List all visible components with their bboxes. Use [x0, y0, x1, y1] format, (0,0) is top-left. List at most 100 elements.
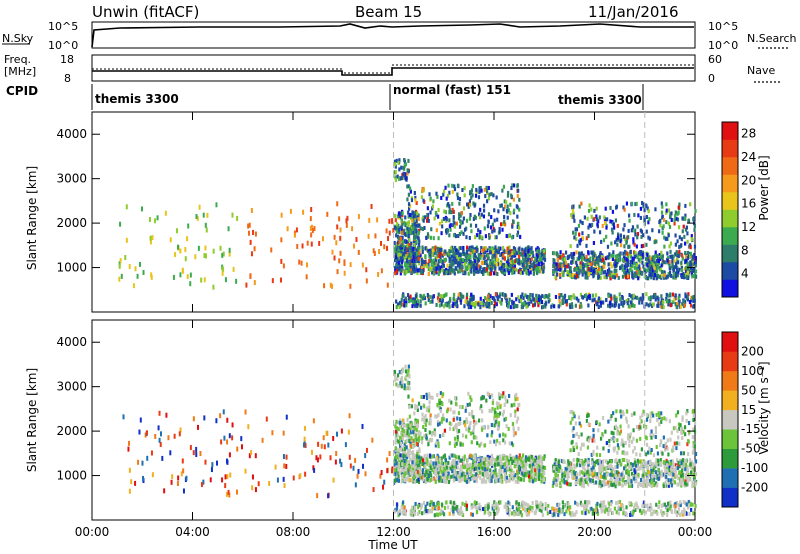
- echo-point: [509, 469, 512, 474]
- echo-point: [693, 298, 696, 303]
- echo-point: [471, 475, 474, 480]
- echo-point: [528, 250, 532, 255]
- echo-point: [228, 251, 231, 257]
- echo-point: [544, 304, 547, 309]
- echo-point: [598, 230, 602, 235]
- echo-point: [470, 267, 473, 272]
- echo-point: [650, 275, 653, 280]
- echo-point: [426, 468, 429, 473]
- echo-point: [447, 269, 450, 274]
- echo-point: [403, 251, 406, 256]
- echo-point: [601, 267, 604, 272]
- echo-point: [396, 240, 400, 245]
- echo-point: [175, 228, 178, 234]
- echo-point: [416, 271, 419, 276]
- echo-point: [439, 265, 442, 270]
- echo-point: [472, 216, 475, 221]
- echo-point: [485, 297, 488, 302]
- echo-point: [459, 258, 462, 263]
- echo-point: [684, 463, 688, 468]
- echo-point: [675, 262, 678, 267]
- echo-point: [406, 251, 409, 256]
- echo-point: [599, 303, 602, 308]
- echo-point: [614, 261, 617, 266]
- echo-point: [336, 201, 339, 207]
- echo-point: [386, 468, 389, 474]
- echo-point: [489, 225, 493, 230]
- echo-point: [517, 295, 520, 300]
- echo-point: [587, 266, 590, 271]
- echo-point: [469, 453, 472, 458]
- echo-point: [421, 250, 424, 255]
- echo-point: [602, 270, 605, 275]
- echo-point: [402, 455, 405, 460]
- echo-point: [652, 272, 655, 277]
- echo-point: [503, 293, 506, 298]
- echo-point: [445, 196, 448, 201]
- echo-point: [182, 488, 185, 494]
- echo-point: [602, 474, 605, 479]
- echo-point: [445, 479, 448, 484]
- echo-point: [440, 231, 443, 236]
- echo-point: [601, 480, 604, 485]
- echo-point: [554, 294, 558, 299]
- echo-point: [640, 463, 643, 468]
- echo-point: [156, 215, 159, 221]
- echo-point: [271, 430, 274, 436]
- echo-point: [558, 468, 561, 473]
- echo-point: [535, 247, 538, 252]
- echo-point: [334, 459, 337, 465]
- echo-point: [495, 195, 498, 200]
- echo-point: [551, 512, 554, 517]
- echo-point: [452, 209, 455, 214]
- echo-point: [513, 473, 517, 478]
- echo-point: [656, 265, 659, 270]
- echo-point: [336, 224, 339, 230]
- echo-point: [690, 298, 693, 303]
- echo-point: [505, 263, 508, 268]
- echo-point: [652, 462, 655, 467]
- echo-point: [244, 468, 247, 474]
- echo-point: [222, 251, 225, 257]
- echo-point: [247, 424, 250, 430]
- echo-point: [642, 484, 646, 489]
- echo-point: [671, 481, 674, 486]
- echo-point: [665, 210, 668, 215]
- echo-point: [409, 457, 412, 462]
- echo-point: [397, 225, 400, 230]
- echo-point: [169, 237, 172, 243]
- echo-point: [496, 271, 499, 276]
- echo-point: [433, 260, 436, 265]
- echo-point: [467, 263, 470, 268]
- echo-point: [622, 227, 625, 232]
- echo-point: [677, 270, 680, 275]
- echo-point: [232, 266, 235, 272]
- echo-point: [483, 187, 486, 192]
- echo-point: [560, 293, 563, 298]
- echo-point: [537, 294, 540, 299]
- echo-point: [676, 239, 679, 244]
- echo-point: [484, 462, 487, 467]
- echo-point: [523, 258, 526, 263]
- echo-point: [557, 459, 560, 464]
- echo-point: [436, 477, 439, 482]
- echo-point: [663, 244, 666, 249]
- echo-point: [587, 462, 590, 467]
- echo-point: [616, 260, 619, 265]
- echo-point: [646, 206, 649, 211]
- echo-point: [587, 457, 590, 462]
- echo-point: [429, 294, 432, 299]
- echo-point: [444, 471, 448, 476]
- echo-point: [455, 477, 458, 482]
- echo-point: [397, 249, 400, 254]
- echo-point: [633, 295, 637, 300]
- echo-point: [575, 271, 578, 276]
- echo-point: [469, 259, 472, 264]
- echo-point: [394, 162, 397, 167]
- echo-point: [588, 293, 591, 298]
- echo-point: [558, 293, 561, 298]
- echo-point: [474, 457, 477, 462]
- echo-point: [530, 468, 533, 473]
- echo-point: [424, 246, 427, 251]
- echo-point: [681, 216, 684, 221]
